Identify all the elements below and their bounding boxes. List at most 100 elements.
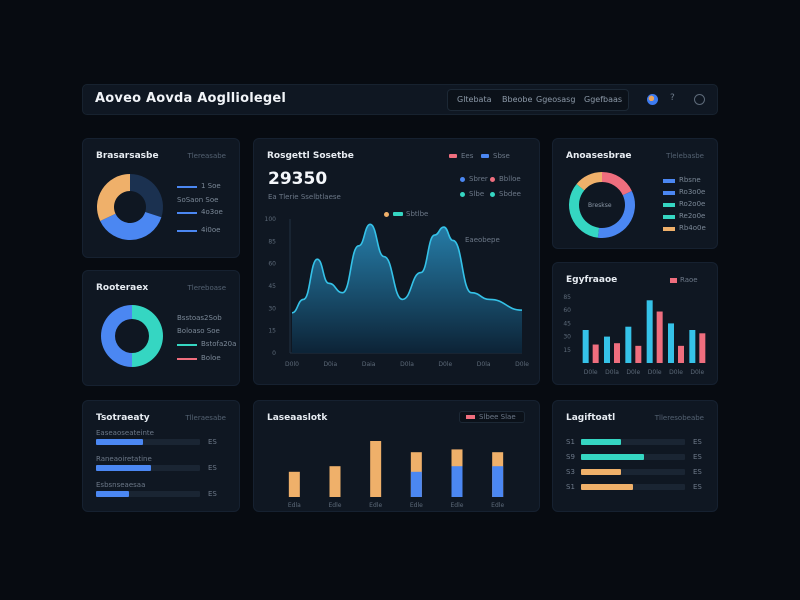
hbar-value: ES xyxy=(208,438,217,446)
legend-dot xyxy=(490,192,495,197)
y-tick-label: 45 xyxy=(563,320,571,327)
hbar-value: ES xyxy=(208,490,217,498)
x-tick-label: Edle xyxy=(329,502,342,509)
hbar-track xyxy=(581,439,685,445)
donut-chart-1 xyxy=(97,174,163,240)
legend-swatch xyxy=(670,278,677,283)
x-tick-label: Edle xyxy=(491,502,504,509)
y-tick-label: 45 xyxy=(268,283,276,290)
area-chart: 0 15 30 45 60 85 100 D0l0 D0ia Daia D0la D0le D0la D0… xyxy=(265,216,530,368)
legend-label: Bblloe xyxy=(499,175,521,183)
chart-annotation: Eaeobepe xyxy=(465,236,500,244)
tab-4[interactable]: Ggefbaas xyxy=(584,95,623,104)
hbar-fill xyxy=(581,469,621,475)
donut-card-3: Anoasesbrae Tlelebasbe Breskse Rbsne Ro3… xyxy=(552,138,718,249)
tab-2[interactable]: Bbeobe xyxy=(502,95,533,104)
x-tick-label: Edle xyxy=(451,502,464,509)
hbar-track xyxy=(96,491,200,497)
bar xyxy=(582,330,589,363)
x-tick-label: D0le xyxy=(438,361,452,368)
legend-chip[interactable]: Slbee Slae xyxy=(459,411,525,423)
legend-label: Re2o0e xyxy=(679,212,706,220)
y-tick-label: 85 xyxy=(268,238,276,245)
hbar-axis-label: S9 xyxy=(566,453,575,461)
donut-card-1: Brasarsasbe Tlereasabe 1 Soe SoSaon Soe … xyxy=(82,138,240,258)
legend-label: SoSaon Soe xyxy=(177,196,219,204)
legend-label: 1 Soe xyxy=(201,182,221,190)
y-tick-label: 30 xyxy=(268,305,276,312)
legend-swatch xyxy=(177,212,197,214)
hbar-track xyxy=(581,454,685,460)
x-tick-label: D0l0 xyxy=(285,361,299,368)
legend-dot xyxy=(460,192,465,197)
card-subtitle: Tlleraesabe xyxy=(185,414,226,422)
tab-1[interactable]: Gltebata xyxy=(457,95,492,104)
legend-swatch xyxy=(663,215,675,219)
hbar-axis-label: S1 xyxy=(566,483,575,491)
y-tick-label: 0 xyxy=(272,350,276,357)
donut-chart-2 xyxy=(101,305,163,367)
legend-dot xyxy=(490,177,495,182)
hbar-value: ES xyxy=(693,468,702,476)
x-tick-label: Edle xyxy=(410,502,423,509)
card-subtitle: Tlelebasbe xyxy=(666,152,704,160)
hbar-value: ES xyxy=(693,453,702,461)
chart-legend: Sbrer Bblloe Slbe Sbdee xyxy=(460,175,530,199)
toggle-group[interactable]: Ees Sbse xyxy=(449,152,525,161)
bar-segment xyxy=(492,466,504,497)
bar-card-right: Egyfraaoe Raoe 15 30 45 60 85 D0le D0la D0le D0l… xyxy=(552,262,718,385)
legend-label: Rb4o0e xyxy=(679,224,706,232)
top-bar: Aoveo Aovda Aoglliolegel Gltebata Bbeobe… xyxy=(82,84,718,115)
hbar-track xyxy=(96,465,200,471)
bar xyxy=(614,343,620,363)
toggle-label[interactable]: Sbse xyxy=(493,152,510,160)
bar xyxy=(625,326,632,363)
gear-icon[interactable] xyxy=(694,94,705,105)
metric-caption: Ea Tlerie Sselbtlaese xyxy=(268,193,341,201)
donut-slice xyxy=(576,172,602,191)
donut-center-label: Breskse xyxy=(588,202,612,209)
legend-swatch xyxy=(177,186,197,188)
bar xyxy=(329,466,341,497)
donut-slice xyxy=(100,211,162,240)
bar xyxy=(678,345,684,363)
avatar[interactable] xyxy=(647,94,658,105)
card-title: Anoasesbrae xyxy=(566,151,632,161)
legend-label: 4o3oe xyxy=(201,208,223,216)
hbar-axis-label: S3 xyxy=(566,468,575,476)
series-tag: Sbtlbe xyxy=(384,210,432,219)
legend-dot xyxy=(460,177,465,182)
legend-label: Raoe xyxy=(680,276,698,284)
toggle-label[interactable]: Ees xyxy=(461,152,474,160)
card-title: Egyfraaoe xyxy=(566,275,618,285)
help-icon[interactable]: ? xyxy=(670,93,675,103)
y-tick-label: 85 xyxy=(563,294,571,301)
card-title: Rooteraex xyxy=(96,283,149,293)
legend-label: 4i0oe xyxy=(201,226,221,234)
card-title: Laseaaslotk xyxy=(267,413,328,423)
y-tick-label: 100 xyxy=(265,216,277,223)
x-tick-label: D0le xyxy=(648,369,662,376)
x-tick-label: Edle xyxy=(369,502,382,509)
legend-swatch xyxy=(663,203,675,207)
legend-swatch xyxy=(177,344,197,346)
main-chart-card: Rosgettl Sosetbe Ees Sbse 29350 Ea Tleri… xyxy=(253,138,540,385)
hbar-card-right: Lagiftoatl Tlleresobeabe S1 ES S9 ES S3 ES S1 E… xyxy=(552,400,718,512)
legend-dot xyxy=(384,212,389,217)
hbar-fill xyxy=(581,454,645,460)
card-subtitle: Tlereboase xyxy=(187,284,226,292)
bar xyxy=(656,311,663,363)
x-tick-label: D0le xyxy=(669,369,683,376)
x-tick-label: D0la xyxy=(400,361,414,368)
bar xyxy=(689,330,696,363)
tab-3[interactable]: Ggeosasg xyxy=(536,95,576,104)
hbar-fill xyxy=(581,484,633,490)
bar xyxy=(635,345,642,363)
legend-label: Boloaso Soe xyxy=(177,327,220,335)
card-title: Lagiftoatl xyxy=(566,413,616,423)
bar-segment xyxy=(451,466,463,497)
legend-swatch xyxy=(177,358,197,360)
bar-chart-right: 15 30 45 60 85 D0le D0la D0le D0le D0le D0le xyxy=(563,294,706,376)
donut-slice xyxy=(130,174,163,218)
bar xyxy=(592,344,599,363)
